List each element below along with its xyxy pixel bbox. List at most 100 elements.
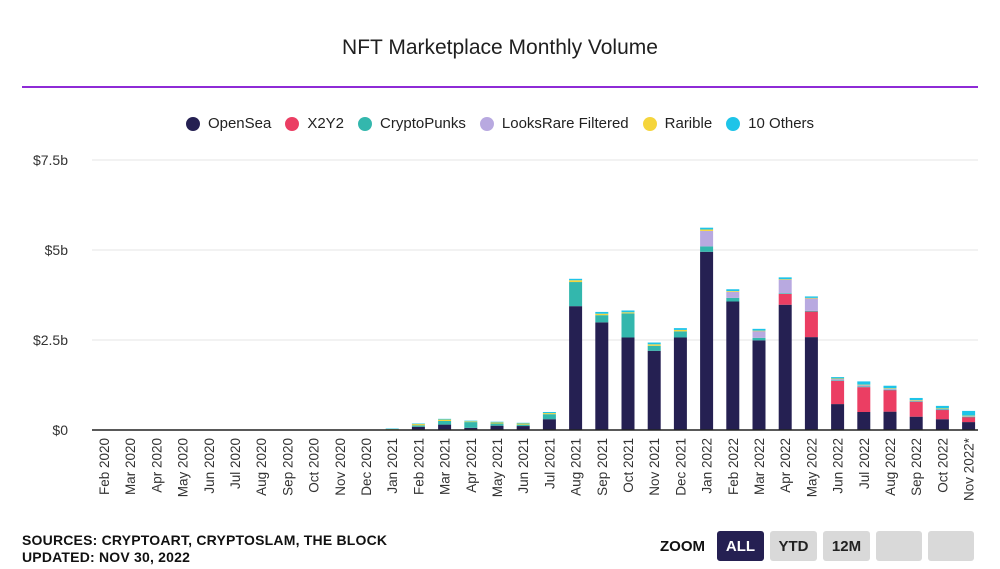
bar-segment bbox=[752, 328, 766, 331]
bar-segment bbox=[700, 229, 714, 231]
zoom-label: ZOOM bbox=[660, 537, 705, 555]
chart-title: NFT Marketplace Monthly Volume bbox=[342, 36, 658, 59]
bar-segment bbox=[883, 388, 897, 389]
zoom-blank-button-1[interactable] bbox=[876, 531, 922, 561]
legend-item-10-others[interactable]: 10 Others bbox=[726, 115, 814, 132]
y-tick-label: $0 bbox=[52, 422, 68, 438]
bar-segment bbox=[385, 428, 399, 430]
bar-segment bbox=[516, 424, 530, 427]
x-tick-label: Jan 2022 bbox=[700, 438, 715, 494]
bar-segment bbox=[411, 426, 425, 430]
bar-segment bbox=[700, 251, 714, 430]
bar-segment bbox=[438, 419, 452, 421]
bar-segment bbox=[752, 330, 766, 332]
bar-segment bbox=[962, 415, 976, 417]
bar-segment bbox=[595, 315, 609, 323]
updated-text: UPDATED: NOV 30, 2022 bbox=[22, 549, 191, 565]
bar-segment bbox=[909, 401, 923, 417]
bar-segment bbox=[778, 279, 792, 294]
zoom-blank-button-2[interactable] bbox=[928, 531, 974, 561]
x-tick-label: May 2021 bbox=[490, 438, 505, 497]
bar-chart: $0 $2.5b $5b $7.5b Feb 2020 Mar 2020 Apr 2020 M… bbox=[33, 152, 978, 501]
y-tick-label: $2.5b bbox=[33, 332, 68, 348]
legend-label: CryptoPunks bbox=[380, 115, 466, 132]
legend-label: OpenSea bbox=[207, 115, 272, 132]
x-tick-label: May 2022 bbox=[804, 438, 819, 497]
bar-segment bbox=[804, 311, 818, 338]
x-tick-label: Nov 2022* bbox=[962, 437, 977, 501]
legend-label: Rarible bbox=[664, 115, 713, 132]
bar-segment bbox=[857, 385, 871, 387]
bar-segment bbox=[569, 280, 583, 283]
x-tick-label: Sep 2022 bbox=[909, 438, 924, 496]
bar-segment bbox=[411, 423, 425, 426]
x-tick-label: Jan 2021 bbox=[385, 438, 400, 494]
bar-segment bbox=[726, 301, 740, 430]
bar-segment bbox=[935, 419, 949, 430]
y-tick-label: $7.5b bbox=[33, 152, 68, 168]
bar-segment bbox=[411, 423, 425, 425]
x-tick-label: Oct 2021 bbox=[621, 438, 636, 493]
legend-marker bbox=[285, 116, 300, 131]
bar-segment bbox=[831, 378, 845, 380]
bar-segment bbox=[962, 416, 976, 418]
x-tick-label: Oct 2022 bbox=[935, 438, 950, 493]
bar-segment bbox=[595, 313, 609, 316]
x-tick-label: Mar 2021 bbox=[438, 438, 453, 495]
bar-segment bbox=[595, 322, 609, 430]
legend-marker bbox=[726, 116, 741, 131]
zoom-all-button[interactable]: ALL bbox=[717, 531, 764, 561]
bar-segment bbox=[726, 289, 740, 292]
bar-segment bbox=[464, 427, 478, 430]
x-tick-label: Aug 2021 bbox=[569, 438, 584, 496]
x-tick-label: Aug 2022 bbox=[883, 438, 898, 496]
bar-segment bbox=[673, 331, 687, 338]
bar-segment bbox=[883, 385, 897, 389]
bar-segment bbox=[752, 331, 766, 338]
bar-segment bbox=[621, 337, 635, 430]
bar-segment bbox=[385, 428, 399, 430]
x-tick-label: Oct 2020 bbox=[307, 438, 322, 493]
bar-segment bbox=[962, 422, 976, 430]
legend-item-x2y2[interactable]: X2Y2 bbox=[285, 115, 344, 132]
x-tick-label: Sep 2021 bbox=[595, 438, 610, 496]
legend-marker bbox=[642, 116, 657, 131]
bar-segment bbox=[804, 296, 818, 298]
bar-segment bbox=[831, 377, 845, 379]
legend-item-opensea[interactable]: OpenSea bbox=[185, 115, 272, 132]
bar-segment bbox=[542, 414, 556, 420]
bar-segment bbox=[857, 412, 871, 430]
zoom-ytd-button[interactable]: YTD bbox=[770, 531, 817, 561]
bar-segment bbox=[752, 340, 766, 430]
legend-item-looksrare-filtered[interactable]: LooksRare Filtered bbox=[479, 115, 629, 132]
x-tick-label: Dec 2021 bbox=[673, 438, 688, 496]
bar-segment bbox=[621, 312, 635, 314]
zoom-controls: ZOOM ALL YTD 12M bbox=[660, 531, 974, 561]
chart-legend: OpenSea X2Y2 CryptoPunks LooksRare Filtered… bbox=[0, 115, 1000, 132]
bar-segment bbox=[962, 417, 976, 423]
bar-segment bbox=[726, 291, 740, 298]
bar-segment bbox=[883, 388, 897, 390]
bar-segment bbox=[857, 387, 871, 412]
x-tick-label: Jun 2022 bbox=[831, 438, 846, 494]
bar-segment bbox=[438, 424, 452, 430]
chart-sources: SOURCES: CRYPTOART, CRYPTOSLAM, THE BLOC… bbox=[22, 532, 387, 566]
zoom-12m-button[interactable]: 12M bbox=[823, 531, 870, 561]
bar-segment bbox=[700, 227, 714, 230]
bar-segment bbox=[516, 422, 530, 424]
bar-segment bbox=[647, 344, 661, 346]
bar-segment bbox=[700, 230, 714, 247]
bar-segment bbox=[673, 328, 687, 330]
x-tick-label: Mar 2022 bbox=[752, 438, 767, 495]
bar-segment bbox=[673, 329, 687, 332]
legend-item-cryptopunks[interactable]: CryptoPunks bbox=[358, 115, 466, 132]
bar-segment bbox=[909, 400, 923, 401]
bar-segment bbox=[438, 418, 452, 420]
x-tick-label: Feb 2022 bbox=[726, 438, 741, 495]
bar-segment bbox=[464, 421, 478, 423]
bar-segment bbox=[490, 425, 504, 430]
legend-label: X2Y2 bbox=[307, 115, 345, 132]
x-tick-label: Apr 2022 bbox=[778, 438, 793, 493]
legend-item-rarible[interactable]: Rarible bbox=[642, 115, 713, 132]
bar-segment bbox=[542, 419, 556, 430]
